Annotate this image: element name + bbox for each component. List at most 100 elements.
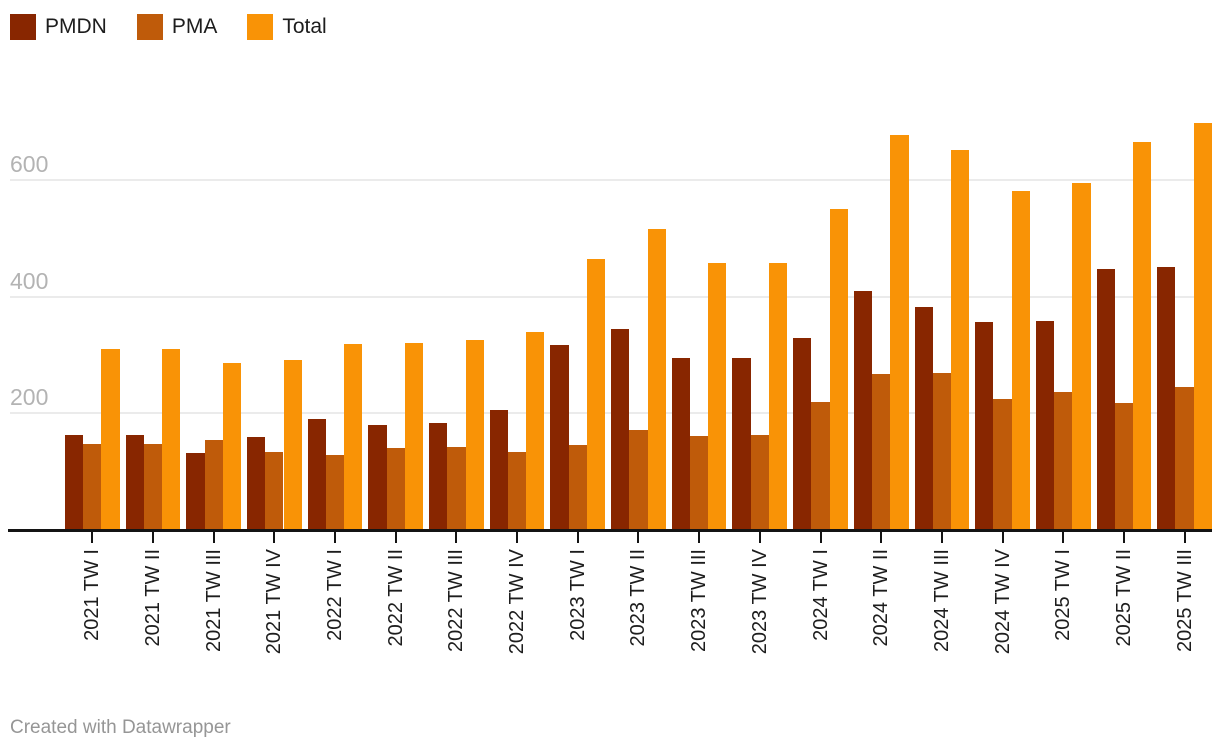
bar-pma-2023-tw-iii[interactable] [690, 435, 709, 530]
bar-total-2023-tw-iii[interactable] [708, 263, 727, 530]
bar-pmdn-2025-tw-ii[interactable] [1096, 268, 1115, 530]
bar-pmdn-2021-tw-iii[interactable] [186, 453, 205, 530]
x-axis-tick [758, 532, 761, 543]
x-axis-tick [1122, 532, 1125, 543]
x-axis-tick [212, 532, 215, 543]
x-axis-tick [516, 532, 519, 543]
bar-pmdn-2022-tw-ii[interactable] [368, 425, 387, 530]
legend: PMDN PMA Total [10, 14, 327, 40]
bar-pmdn-2023-tw-i[interactable] [550, 344, 569, 530]
x-axis-label-2024-tw-iv: 2024 TW IV [991, 549, 1014, 655]
bar-pma-2025-tw-ii[interactable] [1114, 402, 1133, 530]
bar-pmdn-2021-tw-ii[interactable] [125, 434, 144, 530]
bar-pmdn-2021-tw-i[interactable] [65, 434, 84, 530]
legend-label-pmdn: PMDN [45, 15, 107, 38]
bar-total-2021-tw-iv[interactable] [283, 359, 302, 530]
x-axis-label-2023-tw-iv: 2023 TW IV [748, 549, 771, 655]
bar-pma-2023-tw-iv[interactable] [750, 434, 769, 530]
x-axis-label-2024-tw-ii: 2024 TW II [870, 549, 893, 647]
bar-pmdn-2025-tw-i[interactable] [1035, 321, 1055, 530]
bar-pmdn-2025-tw-iii[interactable] [1157, 266, 1176, 530]
bar-pmdn-2024-tw-iii[interactable] [914, 307, 933, 530]
x-axis-tick [1062, 532, 1065, 543]
bar-pmdn-2023-tw-iv[interactable] [732, 357, 751, 530]
bar-pma-2022-tw-iv[interactable] [507, 451, 527, 530]
x-axis-tick [394, 532, 397, 543]
bar-total-2022-tw-iii[interactable] [465, 340, 484, 530]
bar-total-2023-tw-ii[interactable] [647, 229, 666, 530]
x-axis-tick [1001, 532, 1004, 543]
bar-total-2025-tw-i[interactable] [1072, 182, 1091, 530]
bar-total-2022-tw-i[interactable] [344, 343, 363, 530]
bar-total-2024-tw-iii[interactable] [950, 149, 970, 530]
bar-pmdn-2022-tw-iv[interactable] [489, 410, 508, 530]
bar-pma-2024-tw-iv[interactable] [993, 398, 1012, 530]
y-axis-label-600: 600 [10, 151, 49, 178]
bar-total-2025-tw-iii[interactable] [1193, 123, 1212, 530]
bar-pmdn-2024-tw-ii[interactable] [853, 290, 873, 530]
legend-label-total: Total [282, 15, 327, 38]
bar-pma-2024-tw-iii[interactable] [932, 372, 951, 530]
bar-total-2022-tw-ii[interactable] [404, 343, 424, 530]
y-axis-label-400: 400 [10, 267, 49, 294]
bar-total-2021-tw-iii[interactable] [222, 362, 242, 530]
bar-total-2024-tw-i[interactable] [829, 209, 848, 530]
legend-item-total: Total [247, 14, 327, 40]
bar-pma-2025-tw-iii[interactable] [1175, 386, 1194, 530]
bar-pma-2024-tw-i[interactable] [811, 401, 830, 530]
bar-total-2021-tw-ii[interactable] [162, 349, 181, 530]
x-axis-tick [455, 532, 458, 543]
x-axis-label-2021-tw-iv: 2021 TW IV [263, 549, 286, 655]
y-axis-label-200: 200 [10, 384, 49, 411]
bar-total-2024-tw-iv[interactable] [1011, 191, 1030, 530]
x-axis-label-2022-tw-iii: 2022 TW III [445, 549, 468, 653]
bar-pma-2022-tw-i[interactable] [325, 455, 345, 530]
bar-total-2023-tw-i[interactable] [586, 259, 606, 530]
x-axis-line [8, 529, 1212, 532]
gridline-600 [10, 179, 1210, 182]
datawrapper-credit: Created with Datawrapper [10, 717, 231, 738]
bar-pma-2024-tw-ii[interactable] [872, 373, 891, 530]
bar-pma-2022-tw-iii[interactable] [447, 447, 466, 530]
bar-pmdn-2024-tw-i[interactable] [793, 337, 812, 530]
legend-swatch-pma [136, 14, 163, 40]
bar-pmdn-2024-tw-iv[interactable] [975, 322, 994, 530]
bar-total-2024-tw-ii[interactable] [890, 134, 909, 530]
x-axis-label-2025-tw-ii: 2025 TW II [1112, 549, 1135, 647]
bar-pmdn-2021-tw-iv[interactable] [247, 437, 266, 530]
bar-pma-2021-tw-iii[interactable] [204, 439, 223, 530]
gridline-200 [10, 412, 1210, 415]
x-axis-tick [880, 532, 883, 543]
bar-pmdn-2023-tw-iii[interactable] [671, 357, 691, 530]
bar-total-2022-tw-iv[interactable] [526, 332, 545, 530]
x-axis-label-2023-tw-ii: 2023 TW II [627, 549, 650, 647]
gridline-400 [10, 295, 1210, 298]
x-axis-tick [334, 532, 337, 543]
x-axis-label-2022-tw-i: 2022 TW I [324, 549, 347, 641]
bar-pma-2025-tw-i[interactable] [1054, 391, 1073, 530]
bar-pma-2023-tw-i[interactable] [568, 444, 587, 530]
bar-pmdn-2022-tw-i[interactable] [307, 418, 326, 530]
bar-total-2023-tw-iv[interactable] [768, 262, 788, 530]
x-axis-tick [576, 532, 579, 543]
legend-label-pma: PMA [171, 15, 218, 38]
x-axis-label-2022-tw-iv: 2022 TW IV [506, 549, 529, 655]
x-axis-tick [637, 532, 640, 543]
bar-total-2025-tw-ii[interactable] [1133, 141, 1152, 530]
bar-pma-2022-tw-ii[interactable] [386, 448, 405, 530]
x-axis-label-2025-tw-iii: 2025 TW III [1173, 549, 1196, 653]
bar-pma-2021-tw-i[interactable] [83, 444, 102, 530]
bar-pmdn-2022-tw-iii[interactable] [429, 423, 448, 530]
legend-item-pma: PMA [136, 14, 218, 40]
x-axis-label-2021-tw-iii: 2021 TW III [202, 549, 225, 653]
bar-pmdn-2023-tw-ii[interactable] [611, 328, 630, 530]
bar-pma-2021-tw-iv[interactable] [265, 452, 284, 530]
x-axis-tick [819, 532, 822, 543]
x-axis-label-2021-tw-i: 2021 TW I [81, 549, 104, 641]
bar-total-2021-tw-i[interactable] [101, 349, 120, 530]
x-axis-label-2024-tw-iii: 2024 TW III [930, 549, 953, 653]
x-axis-tick [1183, 532, 1186, 543]
bar-pma-2021-tw-ii[interactable] [143, 444, 163, 530]
bar-pma-2023-tw-ii[interactable] [629, 430, 648, 530]
